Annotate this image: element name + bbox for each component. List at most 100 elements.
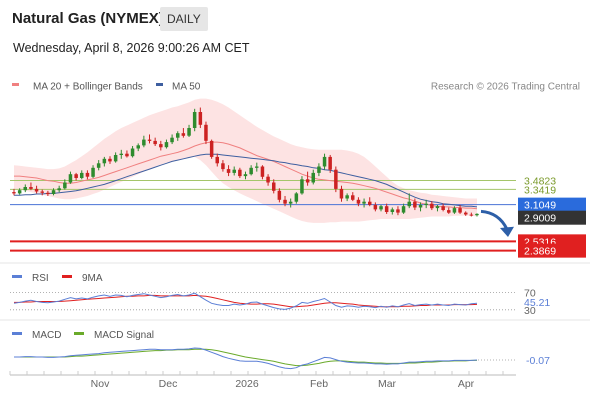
ma20-legend-swatch xyxy=(12,83,19,86)
candle-body xyxy=(475,213,479,216)
candle-body xyxy=(384,206,389,212)
candle-body xyxy=(272,182,276,191)
candle-body xyxy=(379,206,383,210)
candle-body xyxy=(176,133,180,138)
candle-body xyxy=(305,179,310,183)
forecast-arrow xyxy=(480,209,509,230)
candle-body xyxy=(322,156,327,167)
candle-body xyxy=(288,201,293,204)
bollinger-band xyxy=(14,98,477,223)
candle-body xyxy=(243,174,248,177)
macd-legend-label: MACD Signal xyxy=(94,330,154,341)
instrument-title: Natural Gas (NYMEX) xyxy=(12,10,164,27)
candle-body xyxy=(119,153,123,155)
timestamp: Wednesday, April 8, 2026 9:00:26 AM CET xyxy=(13,41,250,55)
rsi-ma-line xyxy=(14,294,478,308)
rsi-legend-swatch xyxy=(12,275,22,278)
candle-body xyxy=(68,174,73,183)
candle-body xyxy=(57,188,61,191)
candle-body xyxy=(63,182,67,189)
level-label-box xyxy=(518,243,586,258)
candle-body xyxy=(334,169,338,189)
rsi-legend-label: RSI xyxy=(32,273,49,284)
candle-body xyxy=(51,190,56,194)
candle-body xyxy=(339,188,344,199)
candle-body xyxy=(153,140,157,145)
candle-body xyxy=(435,206,440,209)
price-panel: MA 20 + Bollinger Bands MA 50 Research ©… xyxy=(10,82,586,258)
rsi-legend-label: 9MA xyxy=(82,273,103,284)
candle-body xyxy=(40,191,44,193)
candle-body xyxy=(226,169,231,173)
candle-body xyxy=(46,192,50,195)
level-label: 2.9009 xyxy=(524,213,556,225)
candle-body xyxy=(447,210,451,213)
candle-body xyxy=(209,140,214,157)
x-tick-label: 2026 xyxy=(235,378,259,390)
candle-body xyxy=(255,166,259,168)
candle-body xyxy=(147,139,152,141)
candle-body xyxy=(80,172,84,178)
rsi-level-label: 70 xyxy=(524,287,536,299)
candle-body xyxy=(221,163,225,170)
x-tick-label: Mar xyxy=(378,378,397,390)
candle-body xyxy=(12,192,16,194)
candle-body xyxy=(424,203,428,205)
candle-body xyxy=(464,212,468,215)
candle-body xyxy=(277,190,282,200)
candle-body xyxy=(96,163,101,168)
candle-body xyxy=(181,133,186,136)
ma20-legend-label: MA 20 + Bollinger Bands xyxy=(33,82,143,93)
candle-body xyxy=(85,172,90,177)
macd-signal-line xyxy=(14,348,477,367)
macd-panel: MACD MACD Signal -0.07 xyxy=(12,330,550,370)
candle-body xyxy=(430,203,434,209)
candle-body xyxy=(356,199,361,204)
candle-body xyxy=(170,137,174,143)
candle-body xyxy=(102,158,107,164)
macd-last-value: -0.07 xyxy=(526,355,550,367)
x-tick-label: Apr xyxy=(458,378,475,390)
level-label-box xyxy=(518,210,586,225)
candle-body xyxy=(260,166,265,177)
candle-body xyxy=(215,156,219,164)
ma50-legend-label: MA 50 xyxy=(172,82,201,93)
rsi-legend-swatch xyxy=(62,275,72,278)
candle-body xyxy=(401,206,406,213)
candle-body xyxy=(441,206,445,210)
x-tick-label: Feb xyxy=(310,378,328,390)
candle-body xyxy=(373,204,378,210)
candle-body xyxy=(108,158,112,162)
x-tick-label: Nov xyxy=(91,378,110,390)
level-label: 3.4823 xyxy=(524,175,556,187)
level-label: 3.3419 xyxy=(524,184,556,196)
x-tick-label: Dec xyxy=(159,378,178,390)
candle-body xyxy=(142,139,146,146)
candle-body xyxy=(418,204,423,208)
level-label-box xyxy=(518,197,586,212)
candle-body xyxy=(249,167,253,175)
candle-body xyxy=(164,142,169,148)
candle-body xyxy=(113,155,118,162)
macd-line xyxy=(14,347,478,370)
candle-body xyxy=(283,199,287,204)
rsi-line xyxy=(13,292,478,310)
candle-body xyxy=(130,148,135,157)
x-axis: Nov Dec 2026 Feb Mar Apr xyxy=(9,371,516,390)
level-label: 3.1049 xyxy=(524,200,556,212)
candle-body xyxy=(458,208,462,213)
candle-body xyxy=(390,209,395,212)
candle-body xyxy=(413,201,417,208)
candle-body xyxy=(159,144,163,148)
ma50-line xyxy=(14,153,478,208)
candle-body xyxy=(452,208,457,213)
candle-body xyxy=(469,214,474,216)
candle-body xyxy=(317,166,321,173)
candle-body xyxy=(294,193,299,202)
timeframe-badge[interactable]: DAILY xyxy=(160,7,208,31)
candle-body xyxy=(362,201,366,204)
ma20-line xyxy=(14,141,478,210)
macd-legend-swatch xyxy=(74,332,84,335)
